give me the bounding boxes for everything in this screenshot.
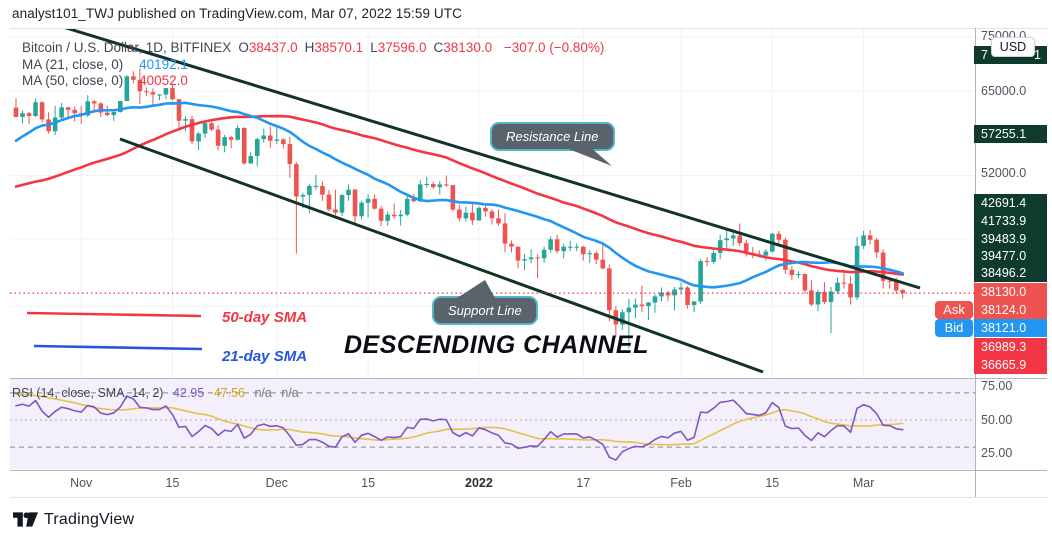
rsi-legend[interactable]: RSI (14, close, SMA, 14, 2) 42.95 47.56 …: [12, 386, 299, 400]
sma50-annotation-line[interactable]: [26, 311, 202, 318]
descending-channel-text[interactable]: DESCENDING CHANNEL: [344, 331, 649, 359]
price-scale-label: 39483.9: [974, 230, 1047, 248]
price-scale-label: 38124.0: [974, 301, 1047, 319]
rsi-scale-label: 75.00: [981, 379, 1013, 393]
time-axis-label: 15: [165, 476, 180, 490]
ma21-legend[interactable]: MA (21, close, 0) 40192.1: [22, 57, 188, 72]
symbol-title: Bitcoin / U.S. Dollar, 1D, BITFINEX: [22, 40, 232, 55]
price-scale-label: 38121.0: [974, 319, 1047, 337]
rsi-sma-value: 47.56: [213, 386, 245, 400]
time-axis-label: Nov: [70, 476, 93, 490]
tradingview-logo-icon: [13, 512, 38, 527]
time-axis-label: 15: [361, 476, 376, 490]
ma50-value: 40052.0: [139, 73, 188, 88]
chart-top-border: [10, 28, 1047, 29]
rsi-na-2: n/a: [281, 386, 299, 400]
time-axis-label: 2022: [465, 476, 493, 490]
sma50-text[interactable]: 50-day SMA: [222, 309, 308, 326]
ohlc-value: 38570.1: [314, 40, 364, 55]
ohlc-key: H: [304, 40, 315, 55]
resistance-trendline[interactable]: [40, 20, 921, 290]
price-scale-label: 38130.0: [974, 283, 1047, 301]
price-scale-label: 57255.1: [974, 125, 1047, 143]
rsi-na-1: n/a: [254, 386, 272, 400]
support-line-callout[interactable]: Support Line: [432, 296, 538, 325]
ohlc-value: 38130.0: [443, 40, 493, 55]
tradingview-brand-text: TradingView: [44, 510, 135, 528]
rsi-scale-label: 25.00: [981, 446, 1013, 460]
ma21-value: 40192.1: [139, 57, 188, 72]
time-axis-label: Dec: [265, 476, 288, 490]
ma21-line[interactable]: [14, 101, 905, 289]
price-scale-label: 52000.0: [981, 166, 1027, 180]
ma50-label: MA (50, close, 0): [22, 73, 124, 88]
time-axis-label: 15: [765, 476, 780, 490]
time-axis-top-border: [10, 470, 1047, 471]
time-axis-bottom-border: [10, 497, 1047, 498]
attribution-text: analyst101_TWJ published on TradingView.…: [12, 6, 462, 21]
price-scale-label: 36665.9: [974, 356, 1047, 374]
rsi-band-lines: [10, 392, 975, 448]
support-trendline[interactable]: [119, 137, 764, 374]
pane-separator[interactable]: [10, 378, 1047, 379]
time-axis-label: Feb: [670, 476, 692, 490]
change-value: −307.0 (−0.80%): [503, 40, 605, 55]
ask-tag: Ask: [935, 301, 973, 319]
currency-toggle-button[interactable]: USD: [991, 37, 1035, 57]
ma50-legend[interactable]: MA (50, close, 0) 40052.0: [22, 73, 188, 88]
rsi-pane-background: [10, 379, 975, 469]
ohlc-key: O: [238, 40, 249, 55]
sma21-text[interactable]: 21-day SMA: [222, 348, 308, 365]
rsi-line[interactable]: [15, 395, 904, 461]
ma50-line[interactable]: [14, 114, 905, 276]
ohlc-value: 37596.0: [377, 40, 427, 55]
bid-tag: Bid: [935, 319, 973, 337]
price-scale-label: 38496.2: [974, 264, 1047, 282]
rsi-scale-label: 50.00: [981, 413, 1013, 427]
symbol-legend[interactable]: Bitcoin / U.S. Dollar, 1D, BITFINEX O3843…: [22, 40, 604, 55]
rsi-label: RSI (14, close, SMA, 14, 2): [12, 386, 164, 400]
tradingview-watermark[interactable]: TradingView: [13, 509, 134, 530]
ohlc-key: L: [370, 40, 378, 55]
price-scale-label: 36989.3: [974, 338, 1047, 356]
price-scale-label: 39477.0: [974, 247, 1047, 265]
candles-layer[interactable]: [13, 68, 906, 349]
time-axis-label: 17: [576, 476, 591, 490]
price-scale-label: 42691.4: [974, 194, 1047, 212]
rsi-value: 42.95: [172, 386, 205, 400]
ohlc-value: 38437.0: [248, 40, 298, 55]
ma21-label: MA (21, close, 0): [22, 57, 124, 72]
price-scale-label: 41733.9: [974, 212, 1047, 230]
resistance-line-callout[interactable]: Resistance Line: [490, 122, 615, 151]
ohlc-key: C: [433, 40, 444, 55]
time-axis-label: Mar: [852, 476, 875, 490]
price-scale-label: 65000.0: [981, 84, 1027, 98]
sma21-annotation-line[interactable]: [33, 344, 203, 351]
